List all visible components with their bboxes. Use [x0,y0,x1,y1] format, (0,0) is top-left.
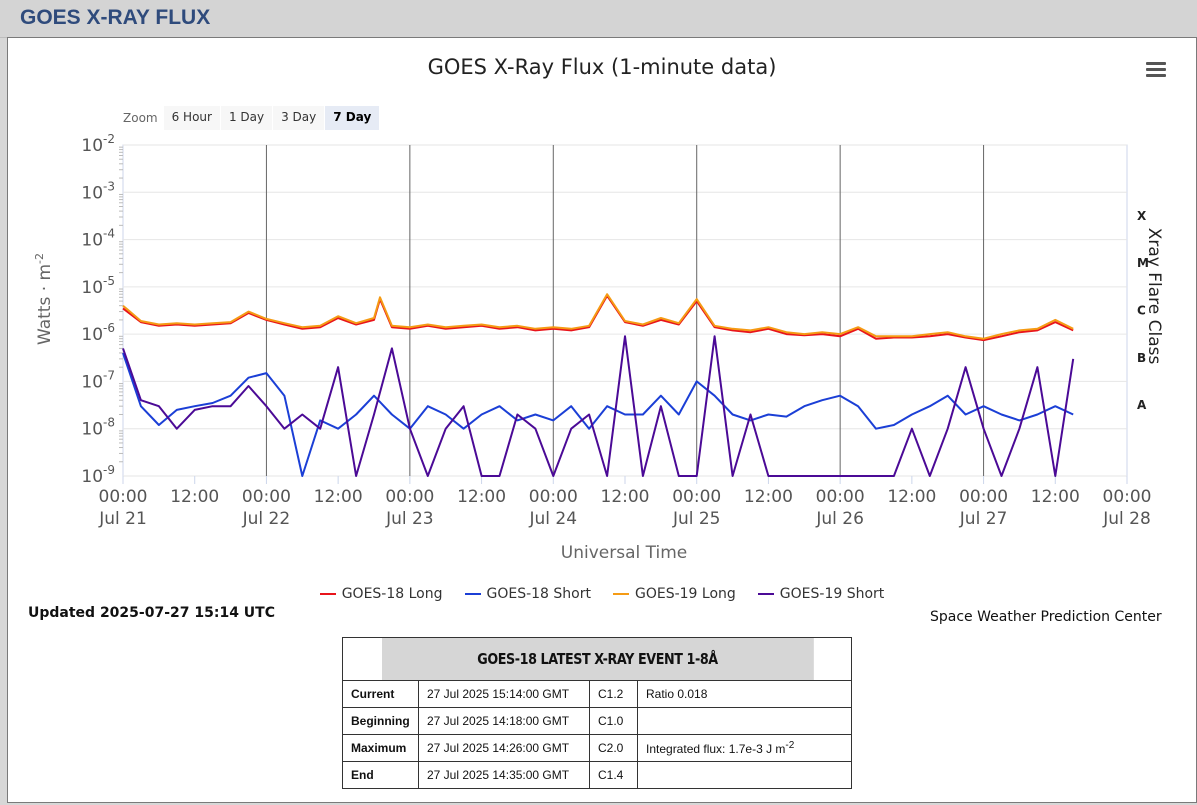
legend-swatch-goes18-short [464,593,481,595]
flare-class-label: B [1137,351,1146,365]
table-row: Current 27 Jul 2025 15:14:00 GMT C1.2 Ra… [342,680,852,708]
latest-xray-event-table: GOES-18 LATEST X-RAY EVENT 1-8Å Current … [342,637,852,789]
zoom-label: Zoom [123,111,158,125]
y-tick-label: 10-3 [81,179,115,203]
row-note: Ratio 0.018 [637,680,852,708]
x-tick-label: 00:00 [242,487,291,507]
x-axis-title: Universal Time [561,543,687,563]
x-tick-label: 12:00 [1031,487,1080,507]
x-tick-label: 00:00 [959,487,1008,507]
series-line-goes-18-long [122,294,1074,342]
x-tick-date-label: Jul 21 [98,509,147,529]
x-tick-label: 12:00 [457,487,506,507]
x-tick-label: 12:00 [314,487,363,507]
x-tick-date-label: Jul 23 [385,509,434,529]
x-tick-label: 12:00 [170,487,219,507]
row-class: C1.0 [589,707,638,735]
zoom-3-day-button[interactable]: 3 Day [273,106,325,130]
legend-label: GOES-18 Short [486,586,592,602]
zoom-6-hour-button[interactable]: 6 Hour [163,106,220,130]
row-class: C1.4 [589,761,638,789]
row-time: 27 Jul 2025 15:14:00 GMT [418,680,590,708]
row-time: 27 Jul 2025 14:26:00 GMT [418,734,590,762]
x-tick-label: 12:00 [601,487,650,507]
legend-item-goes18-short[interactable]: GOES-18 Short [464,586,592,602]
y-tick-label: 10-7 [81,368,115,392]
row-label: Maximum [342,734,419,762]
legend-label: GOES-19 Long [635,586,736,602]
x-tick-label: 00:00 [672,487,721,507]
flare-class-label: X [1137,209,1147,223]
y-tick-label: 10-4 [81,227,115,251]
page-title: GOES X-RAY FLUX [20,6,211,29]
row-time: 27 Jul 2025 14:35:00 GMT [418,761,590,789]
series-line-goes-18-short [122,352,1074,477]
x-tick-label: 00:00 [385,487,434,507]
axis-layer: 10-210-310-410-510-610-710-810-900:00Jul… [81,132,1151,529]
x-tick-date-label: Jul 28 [1102,509,1151,529]
x-tick-label: 12:00 [744,487,793,507]
updated-timestamp: Updated 2025-07-27 15:14 UTC [28,605,275,621]
x-tick-date-label: Jul 26 [815,509,864,529]
legend-label: GOES-19 Short [779,586,885,602]
row-note [637,707,852,735]
x-tick-label: 00:00 [1103,487,1152,507]
row-label: End [342,761,419,789]
row-note: Integrated flux: 1.7e-3 J m-2 [637,734,852,762]
table-row: Maximum 27 Jul 2025 14:26:00 GMT C2.0 In… [342,734,852,762]
integrated-flux-text: Integrated flux: 1.7e-3 J m [646,742,786,756]
x-tick-date-label: Jul 22 [242,509,291,529]
series-layer [122,293,1075,477]
x-tick-date-label: Jul 27 [959,509,1008,529]
y-tick-label: 10-6 [81,321,115,345]
flare-class-label: M [1137,256,1149,270]
flare-class-axis-title: Xray Flare Class [1144,228,1164,365]
legend-item-goes19-short[interactable]: GOES-19 Short [757,586,885,602]
zoom-1-day-button[interactable]: 1 Day [220,106,273,130]
row-note [637,761,852,789]
credit-text: Space Weather Prediction Center [930,609,1162,625]
table-row: Beginning 27 Jul 2025 14:18:00 GMT C1.0 [342,707,852,735]
zoom-7-day-button[interactable]: 7 Day [325,106,380,130]
legend-swatch-goes19-long [613,593,629,595]
x-tick-label: 12:00 [887,487,936,507]
hamburger-menu-icon[interactable] [1146,62,1166,80]
integrated-flux-exponent: -2 [785,740,795,751]
legend-item-goes18-long[interactable]: GOES-18 Long [319,586,443,602]
legend-swatch-goes19-short [757,593,774,595]
row-label: Beginning [342,707,419,735]
x-tick-label: 00:00 [529,487,578,507]
y-tick-label: 10-8 [81,416,115,440]
x-tick-label: 00:00 [99,487,148,507]
row-class: C2.0 [589,734,638,762]
y-tick-label: 10-5 [81,274,115,298]
legend-swatch-goes18-long [319,593,336,595]
legend-label: GOES-18 Long [341,586,443,602]
page-header: GOES X-RAY FLUX [0,0,1197,38]
chart-panel: GOES X-Ray Flux (1-minute data) Zoom 6 H… [7,37,1197,803]
chart-title: GOES X-Ray Flux (1-minute data) [427,55,777,79]
x-tick-label: 00:00 [816,487,865,507]
flare-class-label: C [1137,304,1146,318]
event-table-title: GOES-18 LATEST X-RAY EVENT 1-8Å [380,637,814,681]
row-time: 27 Jul 2025 14:18:00 GMT [418,707,590,735]
grid-layer [119,144,1128,484]
zoom-controls: Zoom 6 Hour 1 Day 3 Day 7 Day [120,106,380,130]
xray-flux-chart: 10-210-310-410-510-610-710-810-900:00Jul… [33,132,1164,563]
chart-legend: GOES-18 Long GOES-18 Short GOES-19 Long … [8,586,1196,602]
y-tick-label: 10-2 [81,132,115,156]
series-line-goes-19-long [122,293,1074,340]
y-tick-label: 10-9 [81,463,115,487]
table-row: End 27 Jul 2025 14:35:00 GMT C1.4 [342,761,852,789]
row-class: C1.2 [589,680,638,708]
y-axis-title: Watts · m-2 [33,253,55,345]
flare-class-label: A [1137,398,1147,412]
plot-border [122,144,1128,477]
x-tick-date-label: Jul 25 [672,509,721,529]
x-tick-date-label: Jul 24 [529,509,578,529]
row-label: Current [342,680,419,708]
legend-item-goes19-long[interactable]: GOES-19 Long [613,586,736,602]
series-line-goes-19-short [122,335,1075,477]
